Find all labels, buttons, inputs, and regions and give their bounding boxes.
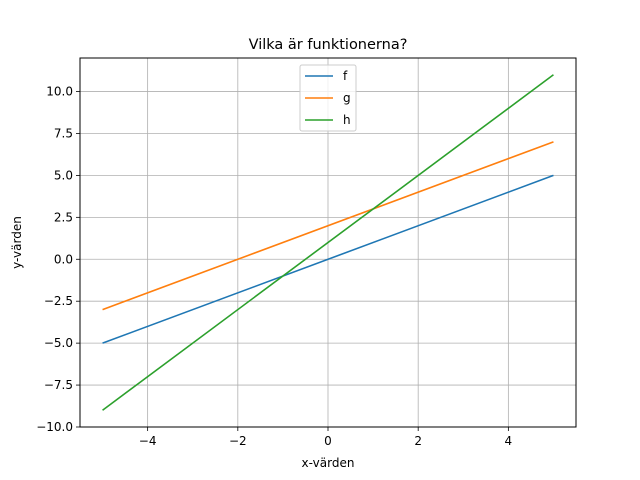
legend-label-g: g <box>343 91 351 105</box>
legend-label-f: f <box>343 69 348 83</box>
x-tick-label: −2 <box>229 434 247 448</box>
y-tick-label: 5.0 <box>54 168 73 182</box>
y-tick-label: −7.5 <box>44 378 73 392</box>
y-tick-label: −5.0 <box>44 336 73 350</box>
y-tick-label: 0.0 <box>54 252 73 266</box>
x-ticks: −4 −2 0 2 4 <box>139 427 512 448</box>
x-tick-label: 2 <box>414 434 422 448</box>
y-tick-label: −10.0 <box>36 420 73 434</box>
series-line-g <box>102 141 554 311</box>
chart-title: Vilka är funktionerna? <box>249 37 408 53</box>
series-line-f <box>102 174 554 344</box>
x-tick-label: 4 <box>505 434 513 448</box>
y-tick-label: −2.5 <box>44 294 73 308</box>
legend-label-h: h <box>343 113 351 127</box>
y-ticks: −10.0 −7.5 −5.0 −2.5 0.0 2.5 5.0 7.5 10.0 <box>36 85 80 434</box>
y-tick-label: 2.5 <box>54 210 73 224</box>
series-line-h <box>102 74 554 411</box>
y-tick-label: 7.5 <box>54 126 73 140</box>
y-axis-label: y-värden <box>10 216 24 269</box>
x-tick-label: 0 <box>324 434 332 448</box>
legend: fgh <box>299 64 357 132</box>
x-tick-label: −4 <box>139 434 157 448</box>
x-axis-label: x-värden <box>302 456 355 470</box>
y-tick-label: 10.0 <box>46 85 73 99</box>
series-lines <box>102 74 554 411</box>
